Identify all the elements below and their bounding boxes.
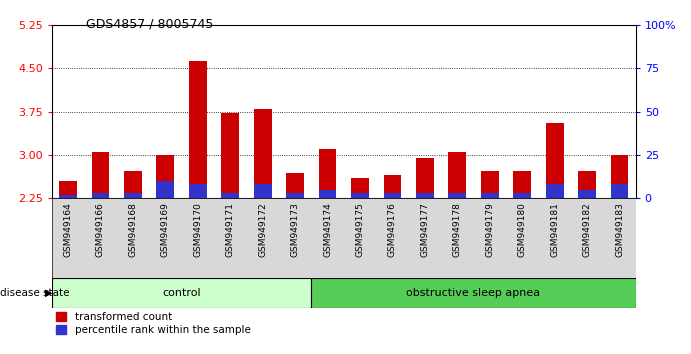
Bar: [416, 193, 434, 198]
Bar: [254, 184, 272, 198]
Bar: [52, 278, 312, 308]
Bar: [156, 181, 174, 198]
Text: GSM949179: GSM949179: [485, 202, 494, 257]
Bar: [312, 278, 636, 308]
Text: ▶: ▶: [45, 288, 53, 298]
Bar: [221, 113, 239, 198]
Bar: [286, 173, 304, 198]
Bar: [319, 190, 337, 198]
Text: GSM949174: GSM949174: [323, 202, 332, 257]
Text: GSM949180: GSM949180: [518, 202, 527, 257]
Bar: [319, 149, 337, 198]
Bar: [611, 155, 628, 198]
Bar: [59, 195, 77, 198]
Text: GSM949168: GSM949168: [129, 202, 138, 257]
Text: GSM949173: GSM949173: [291, 202, 300, 257]
Text: GSM949170: GSM949170: [193, 202, 202, 257]
Text: GSM949176: GSM949176: [388, 202, 397, 257]
Bar: [384, 193, 401, 198]
Text: GDS4857 / 8005745: GDS4857 / 8005745: [86, 18, 214, 31]
Bar: [384, 175, 401, 198]
Bar: [124, 171, 142, 198]
Legend: transformed count, percentile rank within the sample: transformed count, percentile rank withi…: [52, 308, 255, 339]
Bar: [189, 184, 207, 198]
Text: GSM949181: GSM949181: [550, 202, 559, 257]
Bar: [611, 184, 628, 198]
Bar: [156, 155, 174, 198]
Text: disease state: disease state: [0, 288, 70, 298]
Bar: [189, 61, 207, 198]
Text: GSM949172: GSM949172: [258, 202, 267, 257]
Bar: [59, 181, 77, 198]
Bar: [513, 171, 531, 198]
Bar: [351, 193, 369, 198]
Bar: [92, 193, 109, 198]
Text: obstructive sleep apnea: obstructive sleep apnea: [406, 288, 540, 298]
Bar: [546, 123, 564, 198]
Text: GSM949183: GSM949183: [615, 202, 624, 257]
Text: GSM949175: GSM949175: [355, 202, 364, 257]
Text: GSM949171: GSM949171: [226, 202, 235, 257]
Bar: [448, 152, 466, 198]
Bar: [221, 193, 239, 198]
Bar: [124, 193, 142, 198]
Bar: [92, 152, 109, 198]
Bar: [481, 193, 499, 198]
Bar: [448, 193, 466, 198]
Bar: [513, 193, 531, 198]
Text: GSM949169: GSM949169: [161, 202, 170, 257]
Text: control: control: [162, 288, 201, 298]
Text: GSM949164: GSM949164: [64, 202, 73, 257]
Bar: [481, 171, 499, 198]
Bar: [546, 184, 564, 198]
Bar: [351, 178, 369, 198]
Bar: [578, 190, 596, 198]
Text: GSM949178: GSM949178: [453, 202, 462, 257]
Text: GSM949182: GSM949182: [583, 202, 591, 257]
Bar: [578, 171, 596, 198]
Bar: [286, 193, 304, 198]
Text: GSM949177: GSM949177: [420, 202, 429, 257]
Bar: [254, 109, 272, 198]
Text: GSM949166: GSM949166: [96, 202, 105, 257]
Bar: [416, 158, 434, 198]
